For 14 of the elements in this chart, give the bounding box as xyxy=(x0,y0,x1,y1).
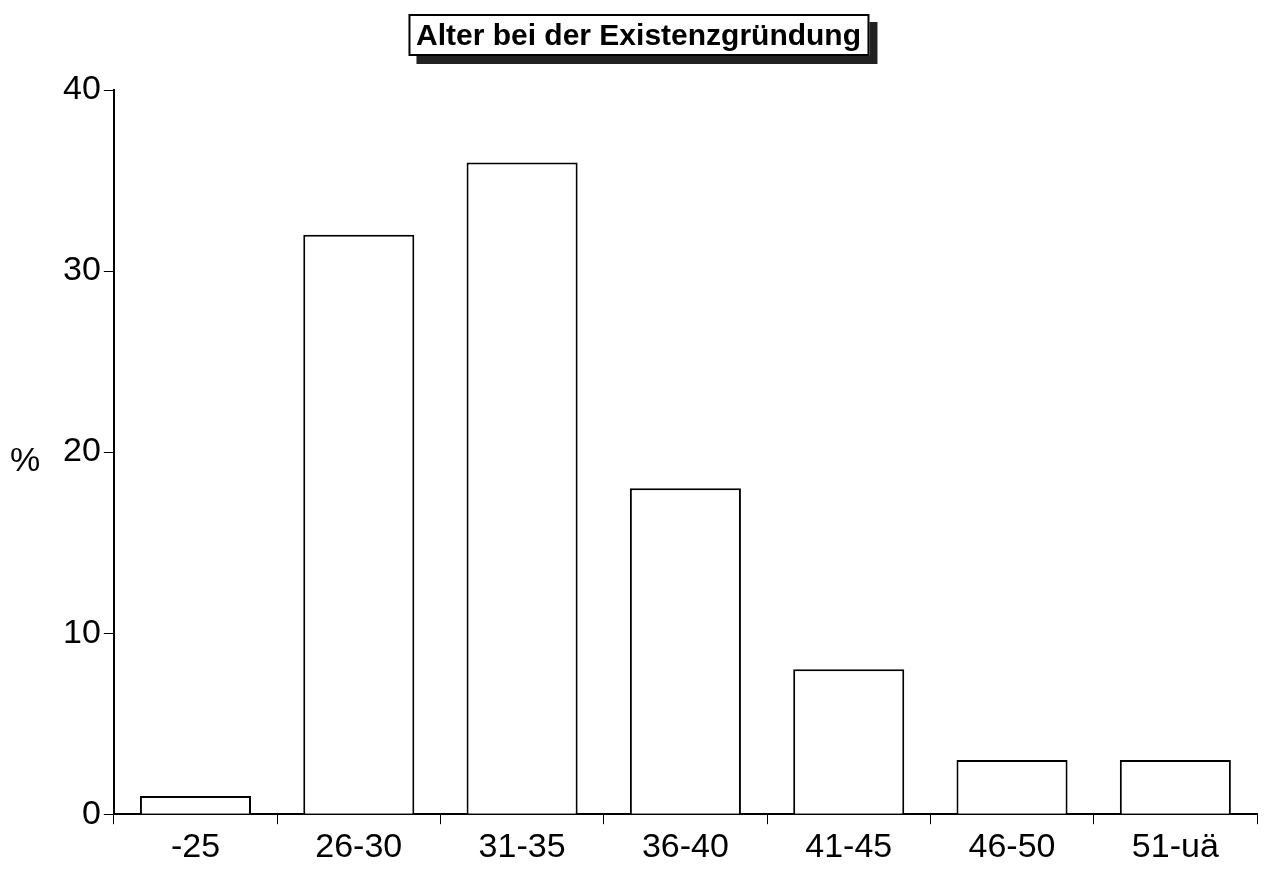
x-tick-label: 51-uä xyxy=(1131,825,1219,864)
x-tick-label: 26-30 xyxy=(315,825,403,864)
chart-title: Alter bei der Existenzgründung xyxy=(407,14,870,56)
y-tick-label: 10 xyxy=(62,611,101,650)
x-tick-label: -25 xyxy=(170,825,221,864)
x-tick-label: 31-35 xyxy=(478,825,566,864)
y-tick-label: 20 xyxy=(62,430,101,469)
x-tick-label: 36-40 xyxy=(641,825,729,864)
y-tick-label: 0 xyxy=(81,792,101,831)
x-tick-label: 46-50 xyxy=(968,825,1056,864)
y-tick-label: 40 xyxy=(62,68,101,107)
y-tick-label: 30 xyxy=(62,249,101,288)
x-tick-label: 41-45 xyxy=(805,825,893,864)
y-axis-title: % xyxy=(10,440,41,479)
